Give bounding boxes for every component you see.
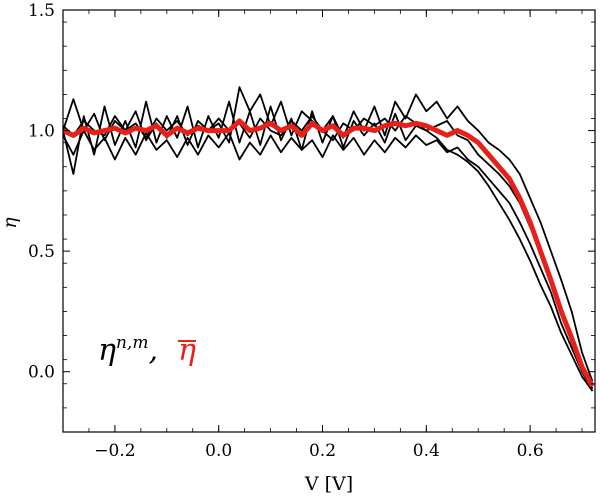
x-tick-label: −0.2 <box>94 441 135 461</box>
x-tick-label: 0.4 <box>413 441 440 461</box>
legend-entry-eta-nm-base: η <box>98 333 116 368</box>
legend: ηn,m, η <box>98 333 196 368</box>
series-line-2 <box>63 86 594 382</box>
y-axis-label: η <box>0 217 21 229</box>
legend-separator: , <box>148 333 158 368</box>
legend-entry-eta-nm: ηn,m, <box>98 333 158 368</box>
plot-frame <box>62 9 596 433</box>
y-tick-label: 0.5 <box>28 242 55 262</box>
legend-entry-eta-mean: η <box>178 333 196 368</box>
series-layer <box>63 86 595 392</box>
y-tick-label: 1.0 <box>28 122 55 142</box>
x-tick-label: 0.0 <box>205 441 232 461</box>
x-axis-label: V [V] <box>304 473 353 495</box>
ticks-layer: −0.2 0.0 0.2 0.4 0.6 0.0 0.5 1.0 1.5 <box>28 1 595 461</box>
y-tick-label: 1.5 <box>28 1 55 21</box>
x-tick-label: 0.6 <box>517 441 544 461</box>
series-line-3 <box>63 129 594 392</box>
series-line-mean <box>63 118 595 388</box>
x-tick-label: 0.2 <box>309 441 336 461</box>
y-tick-label: 0.0 <box>28 363 55 383</box>
legend-entry-eta-nm-superscript: n,m <box>116 333 148 353</box>
